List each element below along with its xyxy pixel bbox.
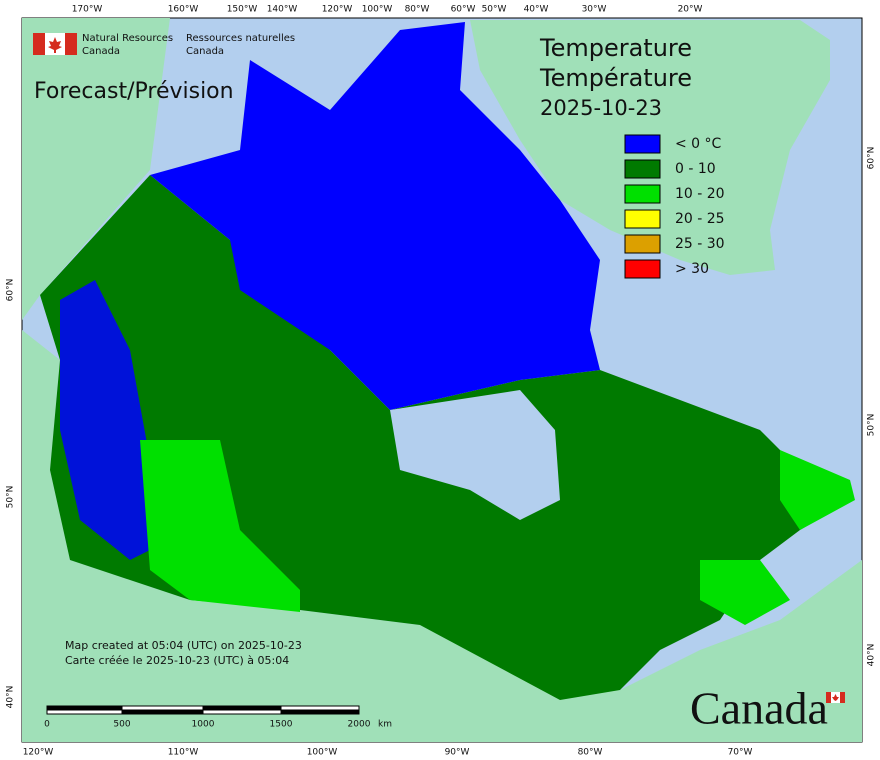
agency-en: Natural Resources: [82, 33, 173, 44]
graticule-label: 90°W: [445, 748, 470, 758]
graticule-label: 40°N: [867, 644, 877, 667]
graticule-label: 60°W: [451, 5, 476, 15]
nrcan-flag: [33, 33, 77, 55]
legend-label: 20 - 25: [675, 211, 725, 227]
subtitle: Forecast/Prévision: [34, 79, 234, 104]
legend-label: 25 - 30: [675, 236, 725, 252]
graticule-label: 60°N: [867, 147, 877, 170]
graticule-label: 60°N: [6, 279, 16, 302]
legend-label: 10 - 20: [675, 186, 725, 202]
agency-fr: Canada: [186, 46, 224, 57]
scale-label: 1000: [192, 720, 215, 730]
graticule-label: 70°W: [728, 748, 753, 758]
graticule-label: 80°W: [405, 5, 430, 15]
title: Température: [539, 64, 692, 92]
graticule-label: 140°W: [267, 5, 298, 15]
footnote: Carte créée le 2025-10-23 (UTC) à 05:04: [65, 654, 289, 667]
legend-swatch: [624, 159, 661, 179]
graticule-label: 40°N: [6, 686, 16, 709]
legend-swatch: [624, 184, 661, 204]
hudson-bay: [390, 390, 560, 520]
graticule-label: 80°W: [578, 748, 603, 758]
scale-bar: [46, 705, 360, 715]
zone-below-0-mountains: [60, 280, 170, 560]
graticule-label: 120°W: [23, 748, 54, 758]
zone-10-20-atlantic: [700, 450, 855, 625]
legend-swatch: [624, 134, 661, 154]
agency-en: Canada: [82, 46, 120, 57]
legend-label: < 0 °C: [675, 136, 722, 152]
graticule-label: 40°W: [524, 5, 549, 15]
title: Temperature: [539, 34, 692, 62]
graticule-label: 50°N: [867, 414, 877, 437]
scale-label: 2000: [348, 720, 371, 730]
graticule-label: 160°W: [168, 5, 199, 15]
legend-swatch: [624, 259, 661, 279]
scale-label: 1500: [270, 720, 293, 730]
scale-label: km: [378, 720, 392, 730]
graticule-label: 100°W: [307, 748, 338, 758]
scale-label: 0: [44, 720, 50, 730]
zone-10-20-prairies: [140, 440, 300, 612]
graticule-label: 20°W: [678, 5, 703, 15]
graticule-label: 50°W: [482, 5, 507, 15]
legend-swatch: [624, 234, 661, 254]
graticule-label: 30°W: [582, 5, 607, 15]
canada-wordmark: Canada: [690, 683, 828, 734]
footnote: Map created at 05:04 (UTC) on 2025-10-23: [65, 639, 302, 652]
wordmark-flag: [826, 692, 845, 703]
legend-swatch: [624, 209, 661, 229]
alaska: [22, 18, 170, 320]
legend-label: 0 - 10: [675, 161, 716, 177]
graticule-label: 100°W: [362, 5, 393, 15]
legend: < 0 °C 0 - 10 10 - 20 20 - 25 25 - 30 > 30: [624, 134, 725, 279]
title-date: 2025-10-23: [540, 96, 662, 120]
graticule-label: 170°W: [72, 5, 103, 15]
legend-label: > 30: [675, 261, 709, 277]
graticule-label: 50°N: [6, 486, 16, 509]
graticule-label: 150°W: [227, 5, 258, 15]
agency-fr: Ressources naturelles: [186, 33, 295, 44]
scale-label: 500: [113, 720, 130, 730]
graticule-label: 120°W: [322, 5, 353, 15]
zone-below-0: [150, 22, 600, 410]
graticule-label: 110°W: [168, 748, 199, 758]
usa: [22, 330, 862, 742]
